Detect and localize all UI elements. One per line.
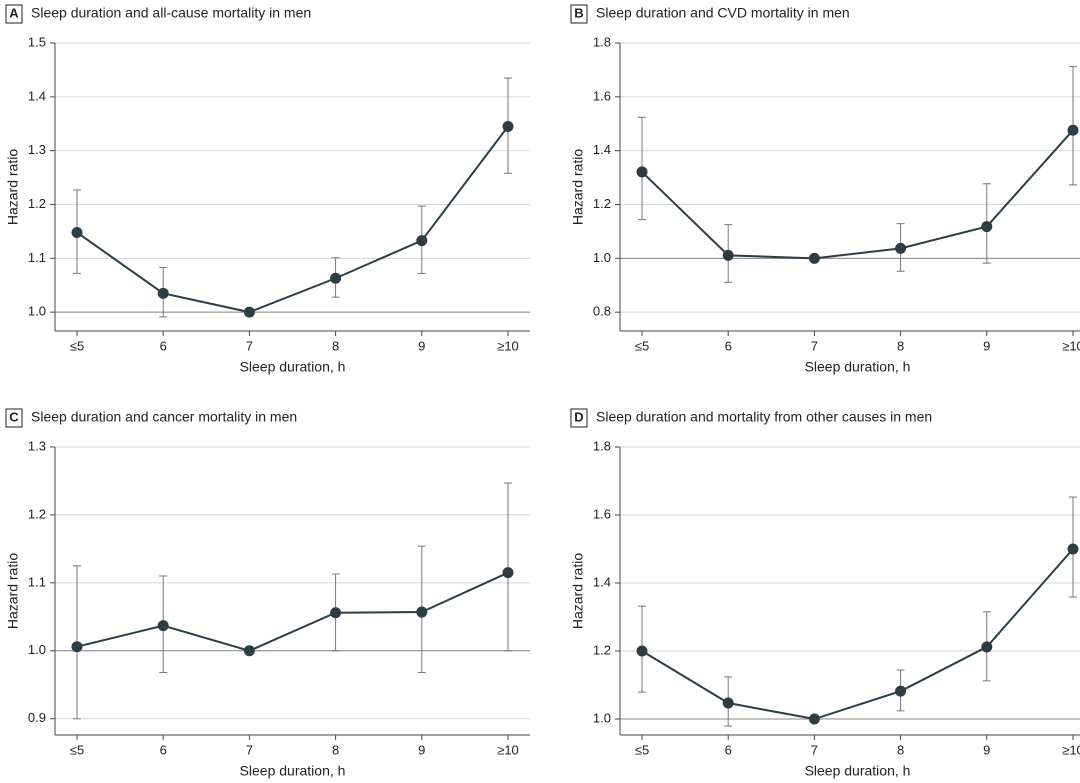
- x-tick-label: 7: [246, 338, 253, 353]
- panel-label-box: [5, 4, 23, 24]
- y-tick-label: 0.9: [28, 710, 46, 725]
- x-tick-label: 6: [160, 742, 167, 757]
- y-tick-label: 1.2: [28, 196, 46, 211]
- y-tick-label: 1.4: [593, 142, 611, 157]
- x-tick-label: 6: [725, 742, 732, 757]
- chart-title: Sleep duration and all-cause mortality i…: [31, 5, 311, 21]
- panel-label: A: [9, 5, 19, 20]
- y-tick-label: 1.8: [593, 34, 611, 49]
- y-tick-label: 1.3: [28, 142, 46, 157]
- y-tick-label: 1.3: [28, 438, 46, 453]
- y-tick-label: 1.0: [593, 250, 611, 265]
- point: [808, 252, 820, 264]
- x-axis-label: Sleep duration, h: [805, 359, 911, 375]
- x-tick-label: 7: [811, 338, 818, 353]
- y-tick-label: 1.4: [593, 574, 611, 589]
- series-line: [641, 548, 1074, 721]
- y-tick-label: 1.2: [593, 642, 611, 657]
- point: [243, 306, 255, 318]
- y-tick-label: 1.6: [593, 88, 611, 103]
- x-tick-label: 8: [332, 338, 339, 353]
- point: [895, 685, 907, 697]
- point: [71, 641, 83, 653]
- panel-label-box: [5, 408, 23, 428]
- point: [157, 287, 169, 299]
- point: [895, 242, 907, 254]
- x-tick-label: 8: [897, 742, 904, 757]
- point: [502, 567, 514, 579]
- series-line: [641, 129, 1074, 260]
- point: [981, 641, 993, 653]
- x-tick-label: ≥10: [497, 338, 519, 353]
- y-tick-label: 1.2: [593, 196, 611, 211]
- point: [416, 606, 428, 618]
- x-tick-label: ≥10: [1062, 742, 1080, 757]
- series-line: [76, 125, 509, 314]
- point: [71, 226, 83, 238]
- y-tick-label: 1.1: [28, 574, 46, 589]
- point: [722, 249, 734, 261]
- y-tick-label: 1.0: [28, 304, 46, 319]
- point: [502, 120, 514, 132]
- x-tick-label: 7: [246, 742, 253, 757]
- panel-label-box: [570, 408, 588, 428]
- panel-label: D: [574, 409, 583, 424]
- x-tick-label: 9: [418, 338, 425, 353]
- x-tick-label: 9: [418, 742, 425, 757]
- point: [330, 272, 342, 284]
- x-tick-label: ≤5: [70, 338, 84, 353]
- y-tick-label: 1.6: [593, 506, 611, 521]
- point: [981, 221, 993, 233]
- y-tick-label: 0.8: [593, 304, 611, 319]
- x-tick-label: ≥10: [1062, 338, 1080, 353]
- x-tick-label: ≤5: [70, 742, 84, 757]
- x-tick-label: 8: [332, 742, 339, 757]
- point: [722, 697, 734, 709]
- y-tick-label: 1.5: [28, 34, 46, 49]
- x-tick-label: 6: [160, 338, 167, 353]
- y-tick-label: 1.0: [28, 642, 46, 657]
- y-tick-label: 1.2: [28, 506, 46, 521]
- point: [330, 607, 342, 619]
- point: [157, 620, 169, 632]
- y-tick-label: 1.1: [28, 250, 46, 265]
- x-tick-label: ≤5: [635, 338, 649, 353]
- y-tick-label: 1.4: [28, 88, 46, 103]
- x-axis-label: Sleep duration, h: [240, 359, 346, 375]
- x-tick-label: 9: [983, 338, 990, 353]
- series-line: [76, 571, 509, 652]
- chart-title: Sleep duration and mortality from other …: [596, 409, 932, 425]
- chart-title: Sleep duration and cancer mortality in m…: [31, 409, 297, 425]
- x-tick-label: ≥10: [497, 742, 519, 757]
- x-tick-label: 7: [811, 742, 818, 757]
- x-tick-label: 6: [725, 338, 732, 353]
- x-axis-label: Sleep duration, h: [240, 763, 346, 779]
- point: [808, 713, 820, 725]
- point: [243, 645, 255, 657]
- point: [1067, 124, 1079, 136]
- chart-title: Sleep duration and CVD mortality in men: [596, 5, 850, 21]
- error-bar: [504, 482, 512, 652]
- x-tick-label: 9: [983, 742, 990, 757]
- x-axis-label: Sleep duration, h: [805, 763, 911, 779]
- panel-label: C: [9, 409, 19, 424]
- x-tick-label: 8: [897, 338, 904, 353]
- y-tick-label: 1.8: [593, 438, 611, 453]
- y-axis-label: Hazard ratio: [570, 553, 586, 629]
- y-axis-label: Hazard ratio: [5, 553, 21, 629]
- point: [636, 166, 648, 178]
- y-axis-label: Hazard ratio: [5, 149, 21, 225]
- point: [1067, 543, 1079, 555]
- point: [636, 645, 648, 657]
- panel-label: B: [574, 5, 583, 20]
- y-axis-label: Hazard ratio: [570, 149, 586, 225]
- panel-label-box: [570, 4, 588, 24]
- point: [416, 235, 428, 247]
- x-tick-label: ≤5: [635, 742, 649, 757]
- y-tick-label: 1.0: [593, 710, 611, 725]
